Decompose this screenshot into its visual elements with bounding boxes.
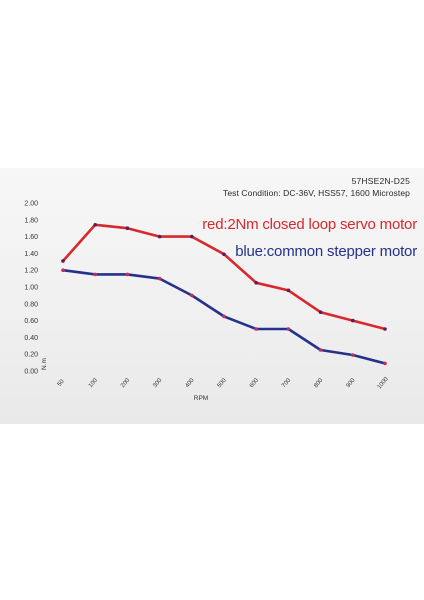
data-point — [254, 327, 258, 331]
series-line-red — [61, 223, 387, 331]
y-tick-label: 0.40 — [24, 335, 38, 342]
x-tick-label: 50 — [57, 378, 66, 387]
data-point — [286, 327, 291, 331]
data-point — [190, 293, 194, 298]
x-tick-label: 800 — [313, 377, 324, 389]
chart-subtitle: Test Condition: DC-36V, HSS57, 1600 Micr… — [222, 188, 410, 198]
x-tick-label: 600 — [249, 377, 260, 389]
data-point — [125, 226, 130, 230]
chart-title: 57HSE2N-D25 — [351, 176, 410, 186]
chart-panel — [0, 168, 424, 424]
y-axis-ticks: 0.00 0.20 0.40 0.60 0.80 1.00 1.20 1.40 1.60 1.80… — [24, 201, 38, 376]
legend-blue-series: blue:common stepper motor — [235, 243, 417, 260]
x-tick-label: 100 — [88, 377, 99, 389]
data-point — [157, 276, 162, 281]
y-tick-label: 1.40 — [24, 251, 38, 258]
data-point — [254, 281, 258, 285]
data-point — [222, 252, 226, 257]
x-tick-label: 500 — [217, 377, 228, 389]
data-point — [93, 272, 97, 277]
data-point — [383, 327, 387, 331]
x-tick-label: 300 — [152, 377, 163, 389]
x-axis-label: RPM — [194, 395, 208, 402]
y-tick-label: 0.80 — [24, 301, 38, 308]
y-tick-label: 1.00 — [24, 285, 38, 292]
y-axis-label: N.m — [41, 358, 48, 370]
data-point — [93, 223, 97, 227]
y-tick-label: 1.60 — [24, 234, 38, 241]
series-points — [61, 223, 387, 366]
data-point — [61, 259, 65, 263]
x-tick-label: 200 — [120, 377, 131, 389]
y-tick-label: 1.80 — [24, 217, 38, 224]
y-tick-label: 0.20 — [24, 352, 38, 359]
data-point — [383, 361, 387, 366]
y-tick-label: 2.00 — [24, 201, 38, 208]
y-tick-label: 1.20 — [24, 268, 38, 275]
data-point — [190, 234, 194, 239]
y-tick-label: 0.60 — [24, 318, 38, 325]
chart-header: 57HSE2N-D25 Test Condition: DC-36V, HSS5… — [223, 175, 410, 199]
x-tick-label: 900 — [346, 377, 357, 389]
data-point — [351, 353, 355, 357]
x-tick-label: 700 — [281, 377, 292, 389]
legend-red-series: red:2Nm closed loop servo motor — [202, 216, 417, 233]
data-point — [61, 268, 65, 273]
data-point — [318, 348, 323, 352]
data-point — [351, 318, 355, 323]
data-point — [222, 314, 226, 319]
data-point — [125, 272, 130, 277]
data-point — [157, 234, 162, 239]
y-tick-label: 0.00 — [24, 369, 38, 376]
data-point — [318, 310, 323, 315]
x-axis-ticks: 50 100 200 300 400 500 600 700 800 900 1000 — [57, 376, 390, 391]
data-point — [286, 288, 291, 293]
x-tick-label: 1000 — [377, 376, 391, 391]
x-tick-label: 400 — [185, 377, 196, 389]
